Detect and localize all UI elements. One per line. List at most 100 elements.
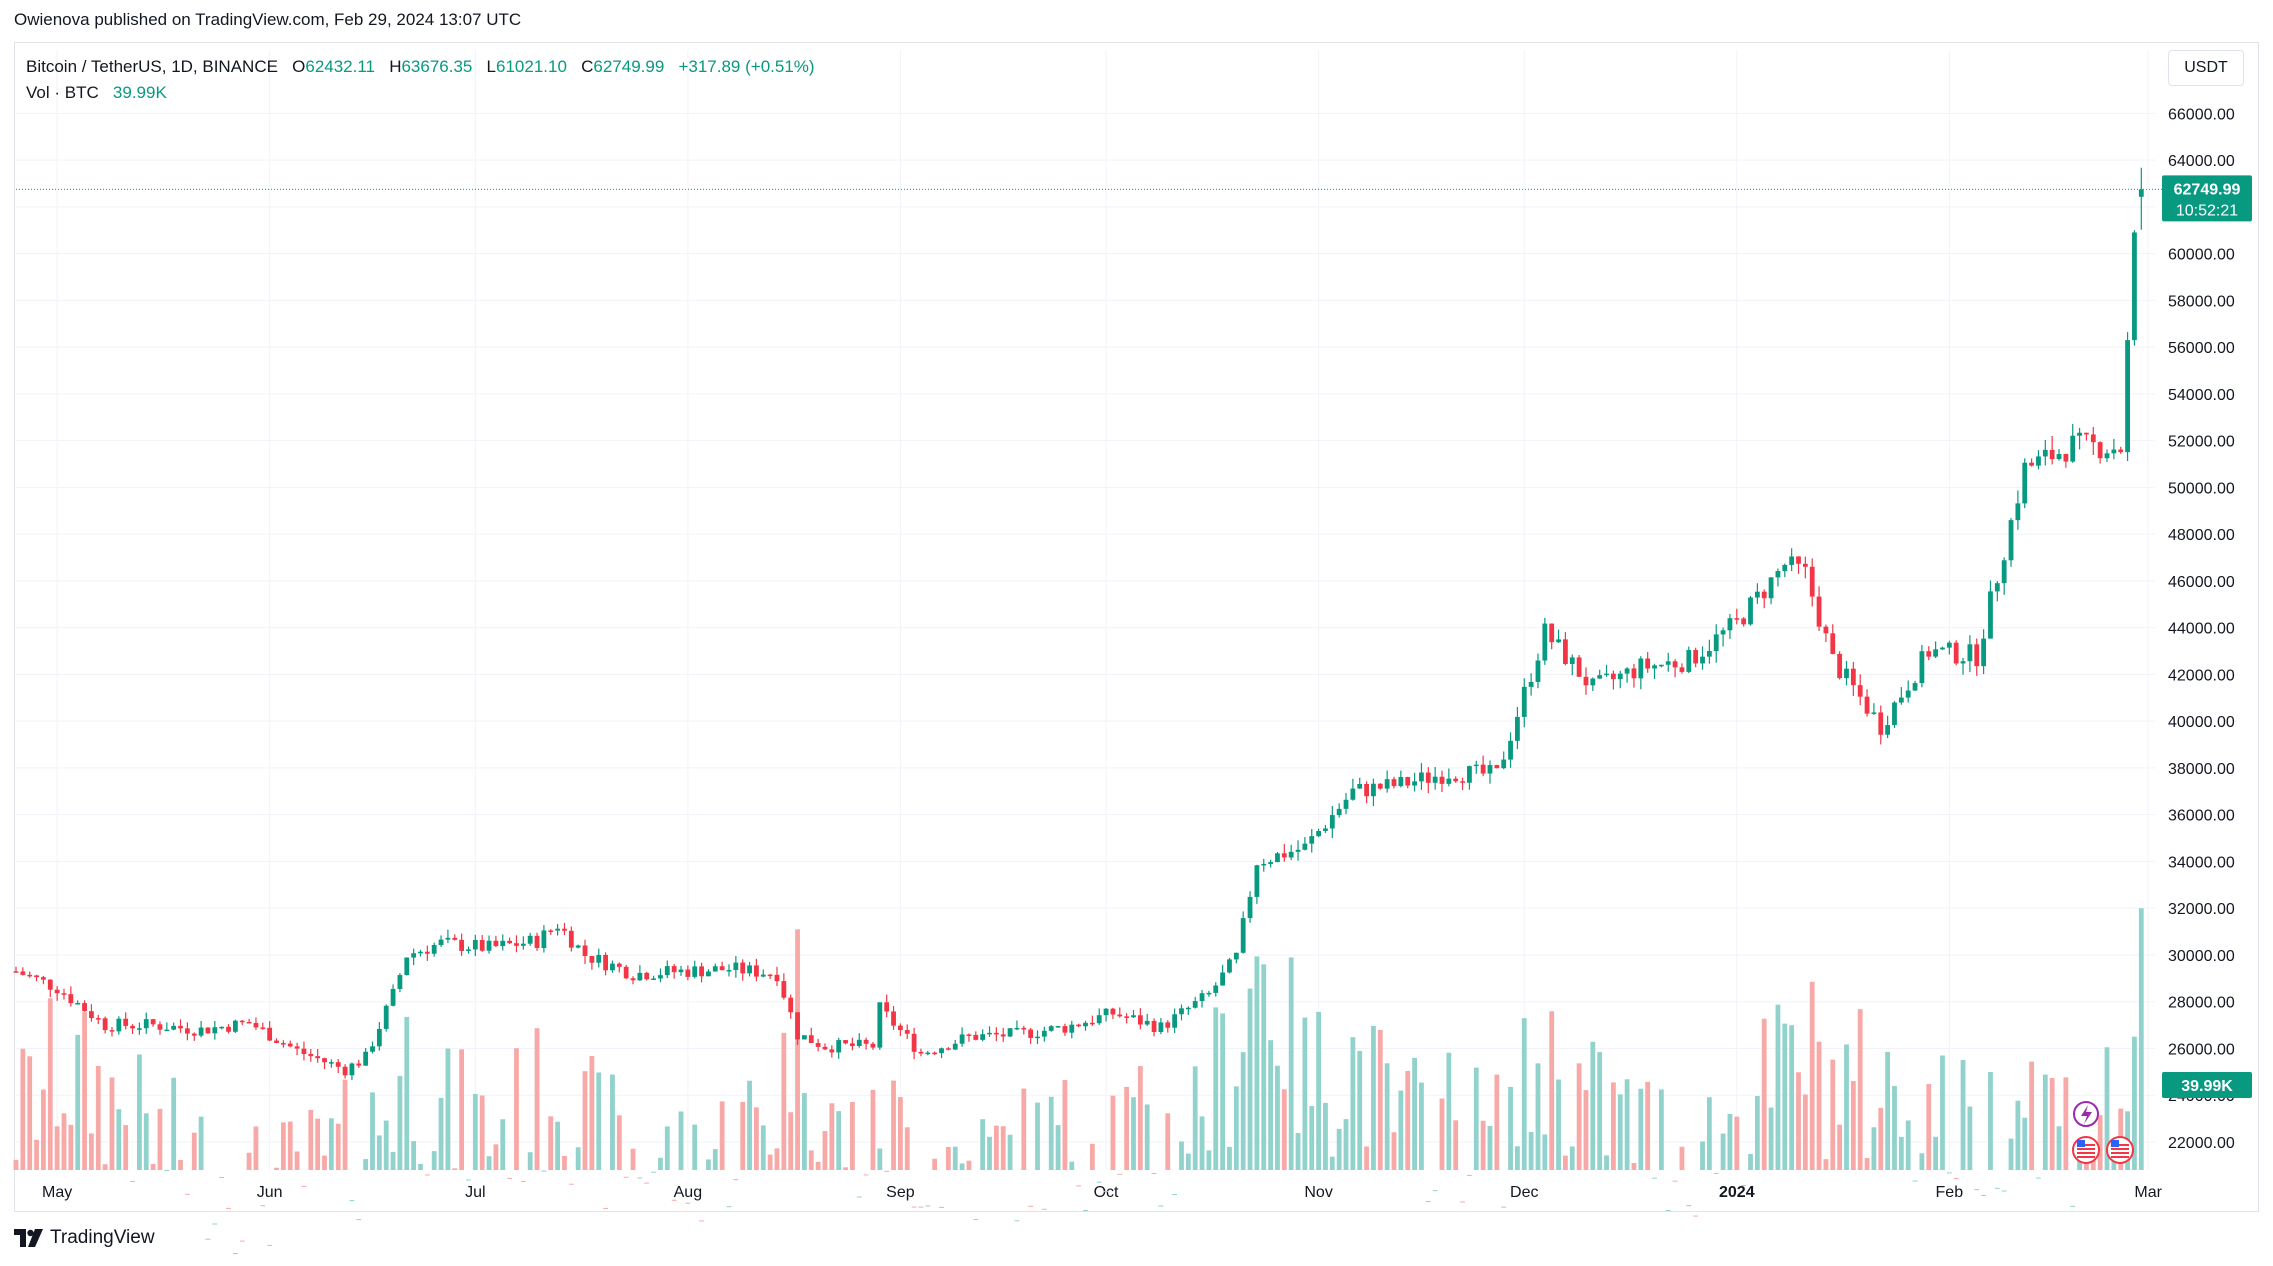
volume-bar: [548, 1116, 554, 1170]
candle-body: [75, 1003, 81, 1005]
legend-close-value: 62749.99: [593, 57, 665, 76]
legend-volume-label[interactable]: Vol · BTC: [26, 83, 99, 102]
candle-body: [47, 979, 53, 990]
candle-body: [205, 1027, 211, 1034]
candle-body: [973, 1034, 979, 1040]
candle-body: [630, 978, 636, 981]
legend-high-value: 63676.35: [401, 57, 473, 76]
candle-body: [891, 1011, 896, 1026]
volume-bar: [68, 1124, 74, 1170]
y-axis-tick-label: 38000.00: [2168, 761, 2235, 778]
volume-bar: [1323, 1102, 1328, 1170]
volume-bar: [1055, 1125, 1061, 1170]
volume-bar: [1460, 1201, 1465, 1203]
volume-bar: [1844, 1044, 1849, 1170]
volume-bar: [1960, 1060, 1966, 1170]
volume-bar: [109, 1077, 115, 1170]
volume-bar: [1302, 1017, 1308, 1170]
volume-bar: [411, 1141, 417, 1170]
volume-bar: [1665, 1210, 1671, 1212]
legend-symbol[interactable]: Bitcoin / TetherUS, 1D, BINANCE: [26, 57, 278, 76]
candle-body: [363, 1051, 369, 1066]
volume-bar: [1295, 1133, 1301, 1170]
candle-body: [788, 997, 794, 1013]
chart-frame: [14, 42, 2259, 1212]
candle-body: [1329, 815, 1335, 829]
candle-body: [1110, 1008, 1116, 1015]
candle-body: [1720, 630, 1726, 635]
candle-body: [1309, 836, 1315, 844]
volume-bar: [1316, 1011, 1321, 1170]
volume-bar: [20, 1048, 26, 1170]
candle-body: [1912, 683, 1918, 691]
volume-bar: [1878, 1107, 1884, 1170]
volume-bar: [178, 1159, 183, 1170]
volume-bar: [335, 1123, 341, 1170]
candle-body: [1281, 853, 1287, 858]
volume-bar: [1137, 1066, 1143, 1170]
volume-bar: [623, 1176, 629, 1178]
legend-high-label: H: [389, 57, 402, 76]
volume-bar: [472, 1093, 478, 1170]
volume-bar: [1926, 1084, 1932, 1170]
volume-bar: [1192, 1066, 1198, 1170]
volume-bar: [1412, 1057, 1417, 1170]
volume-bar: [1158, 1205, 1164, 1207]
volume-bar: [829, 1103, 835, 1170]
candle-body: [452, 937, 458, 940]
volume-bar: [1679, 1146, 1685, 1170]
candle-body: [568, 930, 574, 948]
candle-body: [932, 1052, 938, 1055]
legend-price-row: Bitcoin / TetherUS, 1D, BINANCE O62432.1…: [26, 54, 815, 80]
volume-bar: [802, 1093, 807, 1170]
volume-bar: [1439, 1098, 1445, 1170]
volume-bar: [1850, 1081, 1856, 1170]
candle-body: [1967, 644, 1973, 662]
candle-body: [1542, 623, 1548, 661]
volume-bar: [75, 1034, 81, 1170]
candle-body: [884, 1002, 890, 1012]
volume-bar: [1467, 1174, 1472, 1176]
candle-body: [575, 945, 581, 948]
candle-body: [102, 1018, 108, 1031]
volume-bar: [1802, 1094, 1808, 1170]
volume-bar: [856, 1196, 862, 1198]
volume-bar: [123, 1125, 129, 1170]
y-axis-tick-label: 40000.00: [2168, 714, 2235, 731]
volume-bar: [2029, 1061, 2034, 1170]
candle-body: [945, 1048, 951, 1050]
candle-body: [1096, 1015, 1102, 1024]
candle-body: [719, 966, 725, 971]
volume-bar: [137, 1054, 142, 1170]
candle-body: [754, 965, 759, 977]
candle-body: [1240, 918, 1246, 953]
candle-body: [1645, 658, 1651, 669]
candle-body: [507, 940, 513, 944]
volume-bar: [1151, 1172, 1157, 1174]
volume-bar: [1590, 1041, 1596, 1170]
candle-body: [1583, 676, 1589, 686]
volume-bar: [212, 1223, 218, 1225]
volume-bar: [1275, 1065, 1280, 1170]
candle-body: [699, 966, 704, 977]
tradingview-logo[interactable]: TradingView: [14, 1225, 155, 1251]
volume-bar: [1658, 1089, 1664, 1170]
candle-body: [1576, 657, 1582, 677]
currency-unit-button[interactable]: USDT: [2168, 50, 2244, 86]
us-flag-canton: [2077, 1140, 2085, 1147]
candle-body: [664, 966, 670, 976]
candle-body: [747, 965, 752, 974]
candle-body: [280, 1043, 286, 1045]
candle-body: [726, 970, 732, 972]
candle-body: [548, 930, 554, 932]
volume-bar: [589, 1056, 595, 1170]
volume-bar: [1535, 1063, 1541, 1170]
volume-bar: [740, 1101, 746, 1170]
y-axis-tick-label: 28000.00: [2168, 995, 2235, 1012]
volume-bar: [1686, 1205, 1692, 1207]
y-axis-tick-label: 52000.00: [2168, 434, 2235, 451]
volume-bar: [1144, 1104, 1150, 1170]
candle-body: [1103, 1008, 1109, 1016]
candle-body: [1802, 563, 1808, 567]
